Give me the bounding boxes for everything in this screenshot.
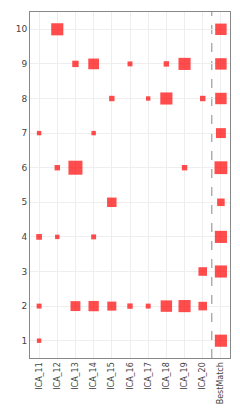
svg-text:BestMatch: BestMatch — [217, 362, 226, 404]
svg-text:10: 10 — [16, 24, 28, 34]
svg-text:7: 7 — [21, 128, 27, 138]
svg-text:ICA_17: ICA_17 — [144, 362, 153, 390]
svg-text:ICA_11: ICA_11 — [35, 362, 44, 390]
svg-text:6: 6 — [21, 163, 27, 173]
svg-text:1: 1 — [21, 336, 27, 346]
svg-text:ICA_14: ICA_14 — [89, 362, 98, 390]
svg-text:9: 9 — [21, 59, 27, 69]
svg-text:8: 8 — [21, 94, 27, 104]
svg-text:5: 5 — [21, 197, 27, 207]
svg-text:4: 4 — [21, 232, 27, 242]
svg-text:ICA_18: ICA_18 — [162, 362, 171, 390]
svg-text:2: 2 — [21, 301, 27, 311]
svg-text:3: 3 — [21, 267, 27, 277]
svg-text:ICA_15: ICA_15 — [107, 362, 116, 390]
svg-text:ICA_16: ICA_16 — [126, 362, 135, 390]
svg-text:ICA_20: ICA_20 — [198, 362, 207, 390]
svg-text:ICA_19: ICA_19 — [180, 362, 189, 390]
svg-text:ICA_13: ICA_13 — [71, 362, 80, 390]
svg-text:ICA_12: ICA_12 — [53, 362, 62, 390]
